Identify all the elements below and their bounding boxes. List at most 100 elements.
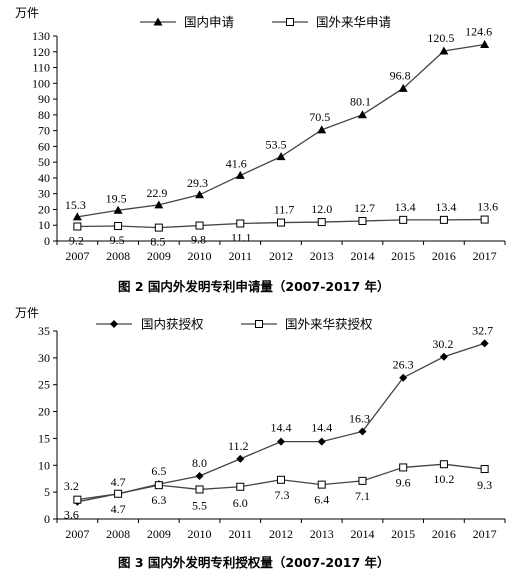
data-label: 9.5 (110, 233, 125, 247)
data-point (317, 480, 326, 489)
data-point (317, 437, 326, 446)
legend-marker (286, 18, 294, 26)
legend-entry: 国内申请 (140, 15, 234, 30)
data-point (358, 476, 367, 485)
x-tick-label: 2007 (65, 249, 89, 263)
data-label: 12.0 (311, 202, 332, 216)
data-label: 4.7 (111, 475, 126, 489)
data-label: 6.4 (314, 493, 329, 507)
y-tick-label: 30 (38, 351, 50, 365)
data-point (154, 200, 164, 209)
data-point (439, 215, 448, 224)
data-point (195, 485, 204, 494)
data-label: 10.2 (433, 472, 454, 486)
y-tick-label: 110 (32, 61, 50, 75)
data-label: 22.9 (146, 186, 167, 200)
data-point (357, 110, 367, 119)
y-tick-label: 70 (38, 124, 50, 138)
legend-label: 国外来华申请 (316, 15, 391, 30)
data-point (73, 222, 82, 231)
data-label: 8.5 (150, 235, 165, 249)
data-label: 14.4 (271, 421, 292, 435)
data-point (480, 465, 489, 474)
y-tick-label: 130 (32, 29, 50, 43)
data-label: 13.4 (435, 200, 456, 214)
data-point (439, 352, 448, 361)
series-line (77, 43, 485, 218)
y-tick-label: 10 (38, 218, 50, 232)
x-tick-label: 2015 (391, 527, 415, 541)
legend-marker (110, 320, 118, 328)
x-tick-label: 2017 (473, 527, 497, 541)
x-tick-label: 2014 (350, 249, 374, 263)
data-label: 16.3 (349, 411, 370, 425)
x-tick-label: 2008 (106, 527, 130, 541)
data-point (236, 454, 245, 463)
data-label: 7.1 (355, 489, 370, 503)
series-1: 3.2 4.7 6.5 8.0 11.2 14.4 14.4 16.3 26.3 30.2 32.7 (64, 323, 493, 506)
data-label: 6.3 (151, 493, 166, 507)
data-point (317, 218, 326, 227)
x-tick-label: 2013 (310, 527, 334, 541)
data-label: 41.6 (226, 156, 247, 170)
data-label: 4.7 (111, 502, 126, 516)
data-label: 9.3 (477, 478, 492, 492)
y-tick-label: 30 (38, 187, 50, 201)
data-label: 11.1 (231, 230, 252, 244)
data-point (114, 222, 123, 231)
data-point (236, 482, 245, 491)
x-tick-label: 2017 (473, 249, 497, 263)
y-tick-label: 90 (38, 92, 50, 106)
data-point (154, 223, 163, 232)
y-tick-label: 35 (38, 324, 50, 338)
data-label: 9.6 (396, 475, 411, 489)
data-point (73, 495, 82, 504)
x-tick-label: 2010 (188, 249, 212, 263)
x-tick-label: 2009 (147, 249, 171, 263)
data-label: 3.2 (64, 479, 79, 493)
data-label: 7.3 (275, 488, 290, 502)
legend-label: 国内获授权 (141, 317, 204, 332)
data-label: 11.7 (274, 203, 295, 217)
y-tick-label: 5 (44, 485, 50, 499)
data-point (195, 190, 205, 199)
y-tick-label: 40 (38, 171, 50, 185)
series-2: 3.6 4.7 6.3 5.5 6.0 7.3 6.4 7.1 9.6 10.2 9.3 (64, 460, 492, 522)
x-tick-label: 2011 (228, 527, 252, 541)
data-label: 80.1 (350, 95, 371, 109)
data-label: 13.6 (477, 200, 498, 214)
y-tick-label: 120 (32, 45, 50, 59)
x-tick-label: 2016 (432, 249, 456, 263)
data-label: 6.5 (151, 464, 166, 478)
data-label: 70.5 (309, 110, 330, 124)
chart-2: 万件 0 5 10 15 20 25 30 35 2007 2008 2009 2010 2011 2012… (15, 306, 506, 570)
data-label: 9.8 (191, 233, 206, 247)
data-point (439, 46, 449, 55)
data-label: 124.6 (465, 25, 492, 39)
data-label: 26.3 (393, 358, 414, 372)
x-tick-label: 2010 (188, 527, 212, 541)
y-tick-label: 60 (38, 139, 50, 153)
data-point (195, 221, 204, 230)
data-label: 30.2 (432, 337, 453, 351)
data-label: 29.3 (187, 176, 208, 190)
data-label: 32.7 (472, 323, 493, 337)
y-tick-label: 0 (44, 234, 50, 248)
data-label: 96.8 (390, 68, 411, 82)
data-point (276, 152, 286, 161)
data-point (398, 83, 408, 92)
x-tick-label: 2012 (269, 249, 293, 263)
legend-label: 国外来华获授权 (285, 317, 373, 332)
data-point (113, 205, 123, 214)
y-unit-label: 万件 (15, 6, 39, 20)
data-label: 9.2 (69, 233, 84, 247)
data-point (358, 216, 367, 225)
data-point (358, 427, 367, 436)
legend-marker (153, 17, 163, 26)
x-tick-label: 2013 (310, 249, 334, 263)
legend-marker (255, 320, 263, 328)
data-point (195, 472, 204, 481)
legend-label: 国内申请 (184, 15, 234, 30)
y-tick-label: 10 (38, 458, 50, 472)
